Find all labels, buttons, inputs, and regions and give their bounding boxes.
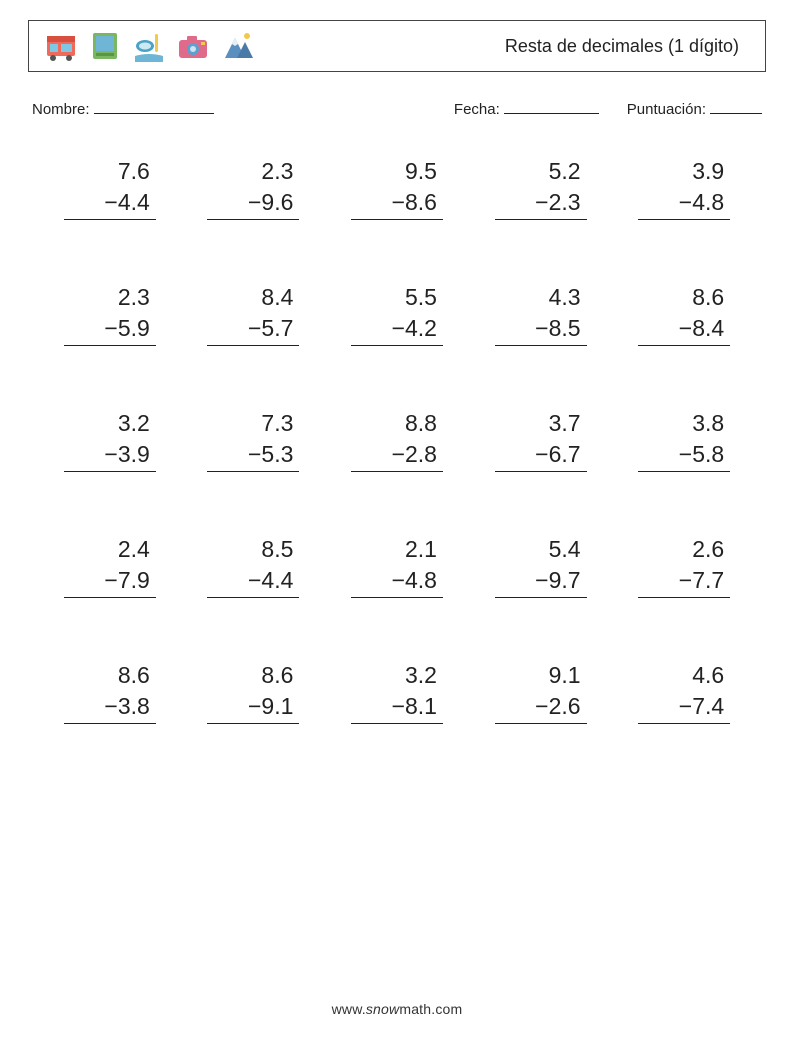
minuend: 2.3 (261, 156, 299, 187)
problem: 5.5−4.2 (351, 282, 443, 346)
subtrahend: −8.6 (351, 187, 443, 220)
score-blank[interactable] (710, 100, 762, 114)
camera-icon (175, 28, 211, 64)
minuend: 7.6 (118, 156, 156, 187)
bus-icon (43, 28, 79, 64)
polaroid-icon (87, 28, 123, 64)
icon-strip (43, 28, 255, 64)
minuend: 8.4 (261, 282, 299, 313)
subtrahend: −2.3 (495, 187, 587, 220)
problem: 7.3−5.3 (207, 408, 299, 472)
subtrahend: −8.4 (638, 313, 730, 346)
minuend: 3.8 (692, 408, 730, 439)
subtrahend: −8.1 (351, 691, 443, 724)
minuend: 8.5 (261, 534, 299, 565)
problem: 8.6−3.8 (64, 660, 156, 724)
minuend: 8.6 (118, 660, 156, 691)
footer-brand: snow (366, 1001, 399, 1017)
subtrahend: −5.9 (64, 313, 156, 346)
problem: 9.1−2.6 (495, 660, 587, 724)
subtrahend: −5.8 (638, 439, 730, 472)
subtrahend: −3.9 (64, 439, 156, 472)
date-field: Fecha: (454, 100, 599, 118)
subtrahend: −7.7 (638, 565, 730, 598)
subtrahend: −4.4 (207, 565, 299, 598)
minuend: 8.8 (405, 408, 443, 439)
minuend: 3.2 (118, 408, 156, 439)
problem: 3.9−4.8 (638, 156, 730, 220)
meta-row: Nombre: Fecha: Puntuación: (28, 100, 766, 118)
subtrahend: −5.7 (207, 313, 299, 346)
minuend: 9.5 (405, 156, 443, 187)
minuend: 9.1 (549, 660, 587, 691)
minuend: 2.3 (118, 282, 156, 313)
problem: 2.1−4.8 (351, 534, 443, 598)
worksheet-title: Resta de decimales (1 dígito) (505, 36, 751, 57)
problem: 2.4−7.9 (64, 534, 156, 598)
subtrahend: −3.8 (64, 691, 156, 724)
problem: 8.8−2.8 (351, 408, 443, 472)
problem: 3.2−3.9 (64, 408, 156, 472)
name-field: Nombre: (32, 100, 214, 118)
minuend: 4.3 (549, 282, 587, 313)
problem: 8.4−5.7 (207, 282, 299, 346)
subtrahend: −2.8 (351, 439, 443, 472)
problem: 2.3−9.6 (207, 156, 299, 220)
problem: 5.2−2.3 (495, 156, 587, 220)
problem: 8.5−4.4 (207, 534, 299, 598)
subtrahend: −7.4 (638, 691, 730, 724)
footer: www.snowmath.com (0, 1001, 794, 1017)
header-box: Resta de decimales (1 dígito) (28, 20, 766, 72)
minuend: 3.9 (692, 156, 730, 187)
minuend: 2.6 (692, 534, 730, 565)
date-label: Fecha: (454, 101, 500, 118)
name-label: Nombre: (32, 101, 90, 118)
subtrahend: −7.9 (64, 565, 156, 598)
minuend: 4.6 (692, 660, 730, 691)
minuend: 3.2 (405, 660, 443, 691)
problem: 2.6−7.7 (638, 534, 730, 598)
subtrahend: −2.6 (495, 691, 587, 724)
problem: 3.8−5.8 (638, 408, 730, 472)
subtrahend: −6.7 (495, 439, 587, 472)
minuend: 8.6 (692, 282, 730, 313)
mountain-icon (219, 28, 255, 64)
minuend: 3.7 (549, 408, 587, 439)
subtrahend: −9.7 (495, 565, 587, 598)
subtrahend: −8.5 (495, 313, 587, 346)
problem: 2.3−5.9 (64, 282, 156, 346)
problem: 8.6−8.4 (638, 282, 730, 346)
minuend: 2.4 (118, 534, 156, 565)
problem: 5.4−9.7 (495, 534, 587, 598)
snorkel-icon (131, 28, 167, 64)
problem: 4.3−8.5 (495, 282, 587, 346)
minuend: 5.2 (549, 156, 587, 187)
subtrahend: −4.8 (638, 187, 730, 220)
score-field: Puntuación: (627, 100, 762, 118)
minuend: 8.6 (261, 660, 299, 691)
minuend: 7.3 (261, 408, 299, 439)
problem: 9.5−8.6 (351, 156, 443, 220)
problem: 8.6−9.1 (207, 660, 299, 724)
problem: 3.2−8.1 (351, 660, 443, 724)
score-label: Puntuación: (627, 101, 706, 118)
footer-suffix: math.com (399, 1001, 462, 1017)
minuend: 5.4 (549, 534, 587, 565)
subtrahend: −4.2 (351, 313, 443, 346)
date-blank[interactable] (504, 100, 599, 114)
subtrahend: −4.4 (64, 187, 156, 220)
problem: 3.7−6.7 (495, 408, 587, 472)
minuend: 2.1 (405, 534, 443, 565)
subtrahend: −5.3 (207, 439, 299, 472)
problems-grid: 7.6−4.42.3−9.69.5−8.65.2−2.33.9−4.82.3−5… (28, 156, 766, 724)
worksheet-page: Resta de decimales (1 dígito) Nombre: Fe… (0, 0, 794, 1053)
subtrahend: −4.8 (351, 565, 443, 598)
footer-prefix: www. (332, 1001, 366, 1017)
subtrahend: −9.6 (207, 187, 299, 220)
subtrahend: −9.1 (207, 691, 299, 724)
problem: 7.6−4.4 (64, 156, 156, 220)
name-blank[interactable] (94, 100, 214, 114)
problem: 4.6−7.4 (638, 660, 730, 724)
minuend: 5.5 (405, 282, 443, 313)
